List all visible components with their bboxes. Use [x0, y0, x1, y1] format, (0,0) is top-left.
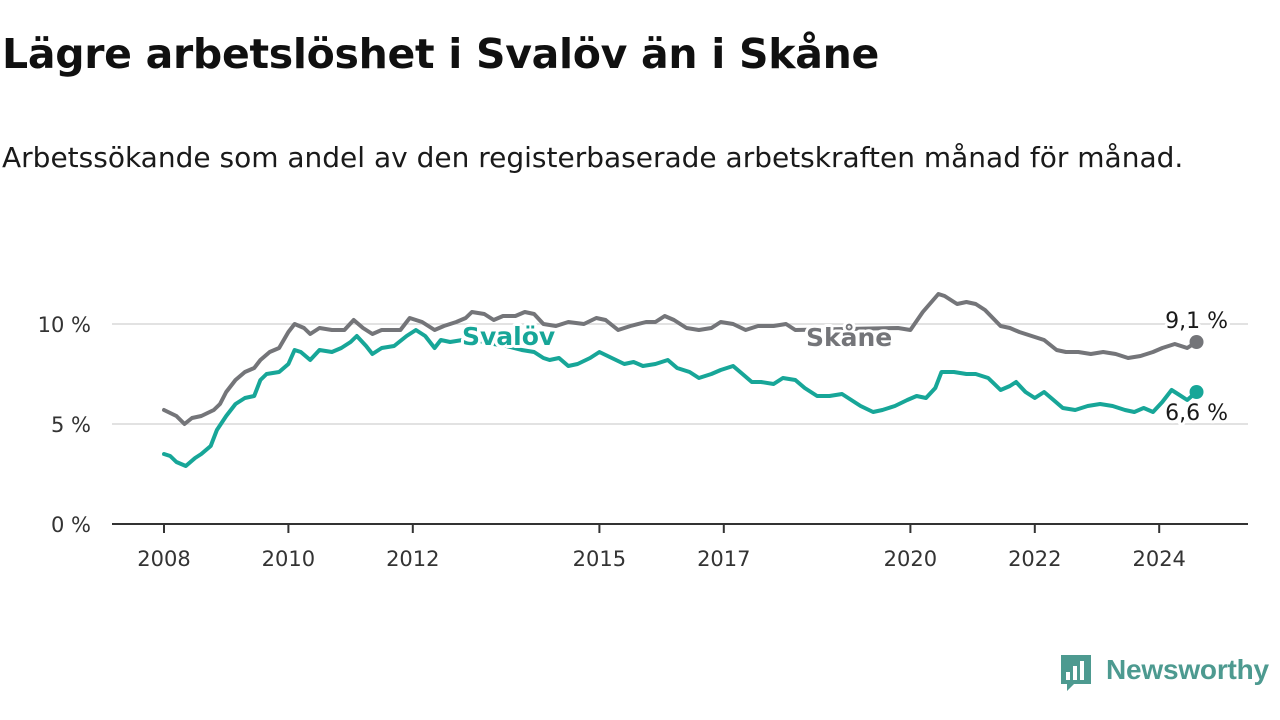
- x-tick-label: 2020: [884, 547, 937, 571]
- series-lines: [162, 292, 1204, 468]
- end-point-skåne: [1189, 335, 1204, 349]
- series-label-svalov: Svalöv: [462, 322, 555, 351]
- end-point-svalöv: [1189, 385, 1204, 399]
- x-tick-label: 2012: [386, 547, 439, 571]
- series-label-skane: Skåne: [806, 323, 892, 352]
- brand-logo: Newsworthy: [1058, 652, 1280, 698]
- x-tick-label: 2015: [573, 547, 626, 571]
- chart-title: Lägre arbetslöshet i Svalöv än i Skåne: [2, 30, 879, 78]
- x-tick-label: 2022: [1008, 547, 1061, 571]
- line-chart: Skåne Svalöv 9,1 % 6,6 % 0 % 5 % 10 % 2008 2010…: [38, 292, 1248, 571]
- y-tick-label: 0 %: [51, 513, 91, 537]
- x-tick-label: 2008: [137, 547, 190, 571]
- x-tick-label: 2010: [262, 547, 315, 571]
- newsworthy-logo-icon: [1061, 655, 1091, 691]
- x-tick-label: 2024: [1132, 547, 1185, 571]
- y-tick-label: 5 %: [51, 413, 91, 437]
- series-line-svalöv: [162, 328, 1199, 468]
- chart-subtitle: Arbetssökande som andel av den registerb…: [2, 141, 1184, 174]
- axes: 0 % 5 % 10 % 2008 2010 2012 2015 2017 2020 2022 20…: [38, 313, 1248, 571]
- x-tick-label: 2017: [697, 547, 750, 571]
- series-labels: Skåne Svalöv 9,1 % 6,6 %: [459, 306, 1231, 429]
- series-line-skåne: [162, 292, 1199, 426]
- y-tick-label: 10 %: [38, 313, 91, 337]
- brand-name: Newsworthy: [1106, 654, 1269, 685]
- end-value-label-skane: 9,1 %: [1165, 309, 1228, 334]
- end-value-label-svalov: 6,6 %: [1165, 401, 1228, 426]
